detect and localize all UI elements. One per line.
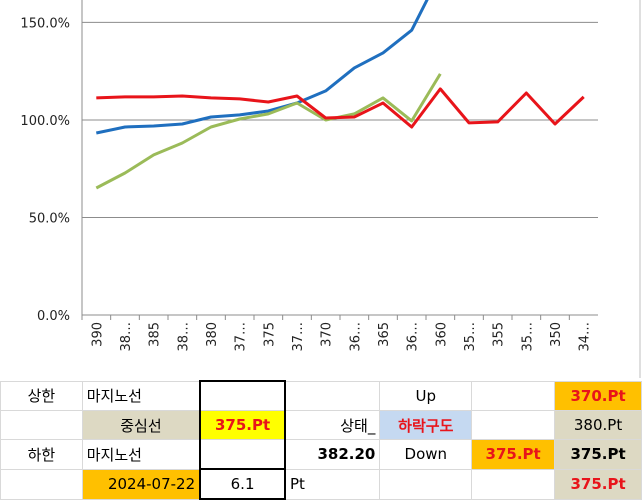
cell[interactable]: Pt — [284, 468, 381, 500]
cell[interactable]: Down — [379, 439, 473, 470]
x-tick-label: 350 — [549, 322, 564, 347]
cell[interactable]: 375.Pt — [199, 410, 287, 440]
x-tick-label: 390 — [90, 322, 105, 347]
cell[interactable]: 370.Pt — [554, 380, 642, 411]
x-tick-label: 385 — [148, 322, 163, 347]
x-tick-label: 380 — [205, 322, 220, 347]
x-tick-label: 360 — [434, 322, 449, 347]
cell[interactable] — [379, 468, 473, 500]
x-tick-label: 34… — [578, 322, 593, 352]
cell[interactable]: 375.Pt — [554, 439, 642, 470]
x-tick-label: 365 — [377, 322, 392, 347]
series-line — [95, 0, 429, 135]
cell[interactable]: 중심선 — [81, 410, 201, 440]
cell[interactable]: 마지노선 — [81, 439, 201, 470]
y-tick-label: 150.0% — [20, 16, 70, 31]
x-tick-label: 36… — [406, 322, 421, 352]
cell[interactable] — [471, 468, 556, 500]
cell[interactable] — [199, 380, 287, 411]
cell[interactable]: 382.20 — [284, 439, 381, 470]
series-line — [95, 73, 442, 190]
cell[interactable] — [199, 439, 287, 470]
cell[interactable]: 375.Pt — [554, 468, 642, 500]
cell[interactable]: 하락구도 — [379, 410, 473, 440]
cell[interactable]: 6.1 — [199, 468, 287, 500]
cell[interactable]: 상한 — [0, 380, 83, 411]
x-tick-label: 37… — [234, 322, 249, 352]
cell[interactable] — [0, 410, 83, 440]
cell[interactable] — [471, 380, 556, 411]
cell[interactable] — [0, 468, 83, 500]
x-tick-label: 35… — [520, 322, 535, 352]
x-tick-label: 375 — [262, 322, 277, 347]
sheet-table: 상한 마지노선 Up 370.Pt 중심선 375.Pt 상태_ 하락구도 38… — [0, 380, 642, 500]
cell[interactable]: 2024-07-22 — [81, 468, 201, 500]
cell[interactable] — [284, 380, 381, 411]
cell[interactable]: 하한 — [0, 439, 83, 470]
x-tick-label: 38… — [119, 322, 134, 352]
x-tick-label: 36… — [348, 322, 363, 352]
cell[interactable] — [471, 410, 556, 440]
series-line — [96, 87, 585, 129]
x-tick-label: 35… — [463, 322, 478, 352]
cell[interactable]: 상태_ — [284, 410, 381, 440]
x-tick-label: 355 — [492, 322, 507, 347]
cell[interactable]: Up — [379, 380, 473, 411]
y-tick-label: 0.0% — [37, 309, 70, 324]
y-tick-label: 100.0% — [20, 114, 70, 129]
x-tick-label: 370 — [320, 322, 335, 347]
x-tick-label: 37… — [291, 322, 306, 352]
cell[interactable]: 375.Pt — [471, 439, 556, 470]
x-tick-label: 38… — [176, 322, 191, 352]
cell[interactable]: 마지노선 — [81, 380, 201, 411]
chart: 0.0% 50.0% 100.0% 150.0% 390 38… 385 38… 380 37… 3… — [20, 0, 641, 378]
y-tick-label: 50.0% — [29, 211, 70, 226]
cell[interactable]: 380.Pt — [554, 410, 642, 440]
